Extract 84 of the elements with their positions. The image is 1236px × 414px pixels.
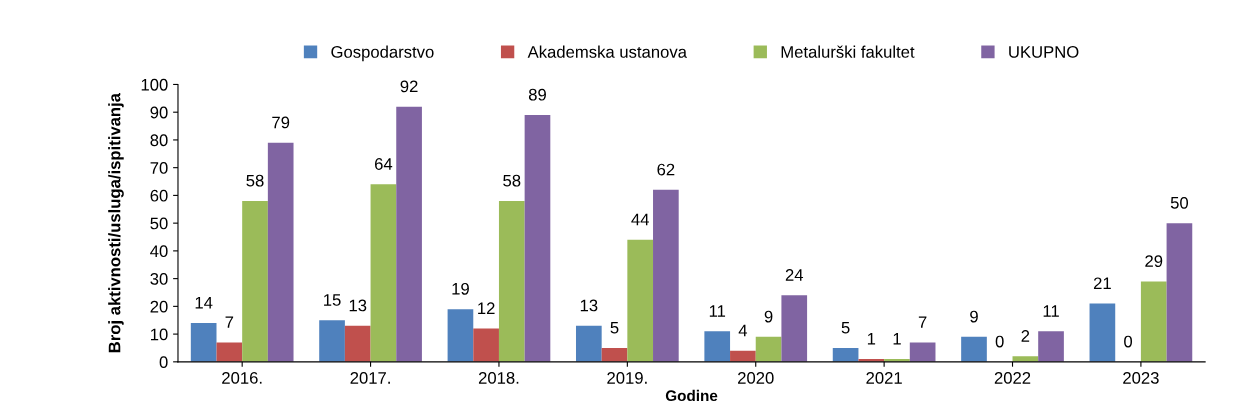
data-label: 1: [867, 333, 876, 345]
data-label: 92: [400, 80, 418, 93]
y-tick-label: 70: [150, 162, 168, 174]
x-axis-title: Godine: [665, 389, 718, 402]
bar: [1089, 303, 1116, 362]
data-label: 7: [918, 316, 927, 328]
data-label: 0: [995, 335, 1004, 348]
data-label: 11: [1043, 305, 1059, 317]
data-label: 13: [580, 299, 598, 312]
data-label: 5: [610, 321, 619, 334]
data-label: 11: [709, 305, 726, 317]
legend-label: Akademska ustanova: [527, 45, 687, 58]
data-label: 5: [841, 321, 850, 334]
data-label: 50: [1170, 196, 1189, 209]
x-tick-label: 2021: [866, 372, 902, 384]
bar: [961, 336, 987, 362]
y-axis-title: Broj aktivnosti/usluga/ispitivanja: [108, 92, 124, 353]
bar: [781, 295, 808, 362]
bar: [396, 106, 422, 362]
y-tick-label: 40: [150, 245, 168, 258]
bar: [730, 350, 756, 362]
y-tick-label: 90: [150, 106, 168, 119]
legend-label: Metalurški fakultet: [781, 45, 915, 58]
bar: [370, 184, 397, 362]
data-label: 15: [324, 294, 341, 306]
bar: [524, 114, 551, 362]
data-label: 79: [272, 116, 290, 129]
bar: [1038, 331, 1064, 362]
data-label: 0: [1124, 335, 1133, 348]
bar: [704, 331, 731, 362]
bar: [627, 239, 654, 362]
data-label: 9: [970, 310, 978, 323]
bar: [344, 325, 371, 362]
data-label: 62: [657, 163, 675, 176]
data-label: 4: [738, 324, 748, 337]
bar: [653, 189, 679, 362]
x-tick-label: 2018.: [478, 372, 519, 384]
y-tick-label: 80: [150, 134, 168, 147]
legend-label: Gospodarstvo: [331, 45, 434, 62]
bar: [575, 325, 602, 362]
bar: [755, 336, 782, 362]
y-tick-label: 60: [150, 189, 168, 202]
data-label: 19: [452, 282, 469, 295]
x-tick-label: 2023: [1123, 372, 1159, 384]
data-label: 24: [785, 269, 804, 281]
data-label: 21: [1093, 277, 1111, 290]
x-tick-label: 2016.: [222, 372, 262, 384]
bar: [473, 328, 499, 362]
x-tick-label: 2020: [738, 372, 774, 384]
data-label: 44: [631, 213, 649, 226]
y-tick-label: 100: [141, 78, 168, 91]
y-tick-label: 10: [151, 328, 168, 341]
legend-label: UKUPNO: [1009, 46, 1079, 58]
bar: [216, 342, 243, 362]
data-label: 12: [478, 302, 495, 314]
y-tick-label: 20: [150, 300, 168, 313]
x-tick-label: 2017.: [350, 372, 390, 384]
data-label: 64: [374, 158, 393, 170]
bar: [498, 200, 525, 362]
data-label: 1: [893, 333, 901, 345]
y-tick-label: 30: [150, 273, 168, 285]
bar: [242, 200, 268, 362]
data-label: 14: [195, 296, 213, 309]
bar: [190, 323, 217, 362]
bar: [447, 309, 474, 362]
data-label: 9: [764, 310, 773, 323]
data-label: 58: [246, 174, 264, 187]
bar: [267, 142, 294, 362]
data-label: 13: [349, 299, 367, 312]
data-label: 29: [1145, 255, 1163, 267]
y-tick-label: 0: [159, 356, 168, 369]
bar: [601, 347, 628, 362]
x-tick-label: 2022: [994, 372, 1031, 384]
data-label: 2: [1021, 330, 1030, 342]
y-tick-label: 50: [150, 217, 168, 230]
bar: [1140, 281, 1167, 362]
bar: [319, 320, 345, 362]
bar: [1166, 223, 1193, 362]
data-label: 7: [225, 316, 234, 328]
bar: [909, 342, 936, 362]
x-tick-label: 2019.: [607, 372, 647, 384]
bar: [832, 347, 859, 362]
data-label: 89: [528, 88, 546, 101]
data-label: 58: [503, 174, 521, 187]
